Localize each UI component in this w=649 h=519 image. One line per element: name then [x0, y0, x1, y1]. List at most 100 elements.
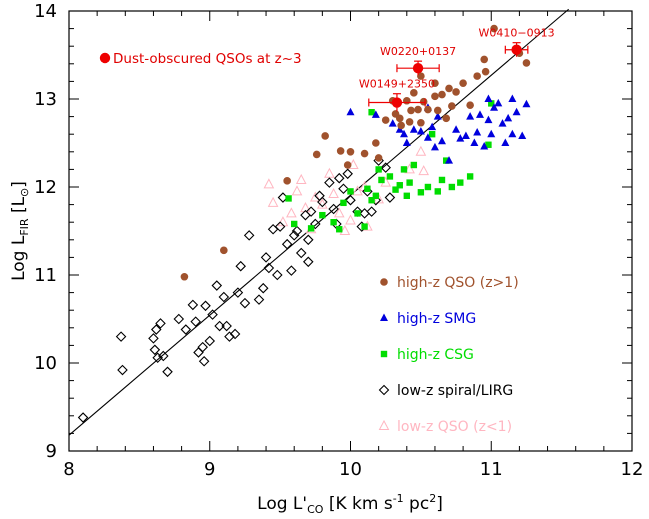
highz-qso-point: [490, 24, 498, 33]
highz-qso-point: [438, 90, 446, 99]
lowz-spiral-point: [158, 350, 169, 362]
fit-line-group: [68, 8, 570, 436]
highz-smg-point: [494, 98, 503, 107]
lowz-qso-point: [286, 207, 297, 218]
dust-qso-label: W0220+0137: [380, 45, 456, 58]
highz-qso-point: [417, 118, 425, 127]
highz-qso-point: [410, 89, 418, 97]
lowz-spiral-point: [302, 234, 314, 246]
highz-csg-point: [457, 179, 464, 186]
highz-qso-point: [283, 177, 291, 185]
lowz-spiral-point: [286, 265, 297, 276]
highz-smg-point: [487, 129, 496, 138]
lowz-spiral-point: [243, 230, 255, 241]
y-tick-label: 12: [34, 177, 57, 198]
lowz-spiral-point: [187, 299, 199, 311]
lowz-spiral-point: [77, 412, 89, 423]
highz-smg-point: [473, 127, 482, 136]
highz-smg-point: [508, 94, 517, 102]
lowz-spiral-point: [115, 331, 127, 342]
lowz-spiral-point: [295, 247, 307, 259]
lowz-spiral-point: [152, 352, 163, 363]
legend-label: high-z CSG: [397, 347, 474, 363]
legend-marker: [378, 384, 390, 396]
highz-qso-point: [424, 105, 432, 114]
highz-smg-point: [484, 115, 493, 124]
data-points: [77, 24, 531, 423]
highz-smg-point: [504, 113, 513, 122]
legend-marker: [380, 278, 388, 286]
highz-smg-point: [409, 125, 418, 133]
highz-qso-point: [452, 88, 460, 96]
lowz-spiral-point: [302, 256, 314, 268]
lowz-spiral-point: [193, 347, 204, 358]
x-tick-label: 9: [204, 459, 215, 480]
highz-smg-point: [490, 103, 499, 111]
lowz-spiral-point: [221, 320, 232, 332]
highz-csg-point: [347, 188, 354, 195]
lowz-spiral-point: [324, 177, 335, 188]
highz-csg-point: [485, 141, 492, 148]
lowz-spiral-point: [333, 172, 345, 184]
lowz-spiral-point: [239, 297, 251, 309]
highz-smg-point: [388, 119, 397, 127]
lowz-spiral-point: [155, 318, 166, 329]
highz-csg-point: [428, 131, 436, 138]
highz-smg-point: [475, 110, 484, 118]
lowz-spiral-point: [314, 190, 325, 202]
axis-labels: Log L'CO [K km s-1 pc2] Log LFIR [L⊙]: [9, 181, 443, 516]
highz-smg-point: [466, 112, 475, 120]
highz-qso-point: [321, 132, 329, 140]
highz-smg-point: [430, 142, 439, 151]
dust-obscured-qso-point: [412, 62, 424, 74]
highz-csg-point: [403, 192, 410, 199]
lowz-spiral-point: [204, 335, 216, 347]
lowz-spiral-point: [345, 194, 356, 206]
highz-qso-point: [360, 149, 369, 158]
highz-smg-point: [480, 142, 489, 150]
lowz-qso-point: [404, 163, 415, 174]
highz-smg-point: [346, 107, 355, 116]
lowz-spiral-point: [384, 192, 396, 203]
lowz-spiral-point: [338, 183, 349, 195]
highz-csg-point: [400, 166, 408, 173]
highz-qso-point: [448, 102, 456, 110]
dust-obscured-qso-points: W0149+2350 W0220+0137 W0410−0913: [359, 27, 555, 112]
highz-csg-point: [372, 192, 380, 199]
legend-label: low-z QSO (z<1): [397, 419, 512, 435]
lowz-spiral-point: [218, 291, 230, 303]
highz-csg-point: [392, 186, 399, 193]
highz-csg-point: [438, 176, 446, 184]
highz-qso-point: [403, 96, 411, 105]
highz-qso-point: [480, 55, 489, 64]
highz-csg-point: [434, 188, 441, 195]
lowz-spiral-point: [150, 324, 162, 335]
highz-qso-point: [374, 154, 383, 162]
lowz-qso-point: [309, 191, 321, 202]
highz-smg-point: [470, 138, 479, 146]
x-tick-label: 11: [480, 459, 503, 480]
legend-marker: [380, 313, 388, 321]
highz-qso-point: [381, 116, 390, 124]
highz-qso-point: [343, 161, 352, 169]
highz-csg-point: [488, 100, 495, 107]
y-tick-label: 9: [46, 441, 57, 462]
highz-smg-point: [512, 107, 521, 116]
highz-csg-point: [319, 211, 326, 219]
lowz-spiral-point: [198, 355, 210, 367]
legend-marker: [380, 350, 388, 358]
highz-smg-point: [423, 133, 432, 141]
highz-smg-point: [402, 138, 411, 146]
highz-qso-point: [466, 101, 474, 109]
highz-csg-point: [307, 225, 315, 232]
lowz-spiral-point: [173, 313, 185, 325]
lowz-spiral-point: [148, 333, 159, 344]
highz-qso-point: [372, 139, 380, 147]
highz-smg-point: [428, 122, 437, 131]
highz-smg-point: [518, 131, 527, 139]
lowz-spiral-point: [272, 269, 283, 281]
highz-qso-point: [445, 84, 453, 93]
highz-qso-point: [419, 97, 428, 106]
highz-qso-point: [431, 92, 439, 101]
